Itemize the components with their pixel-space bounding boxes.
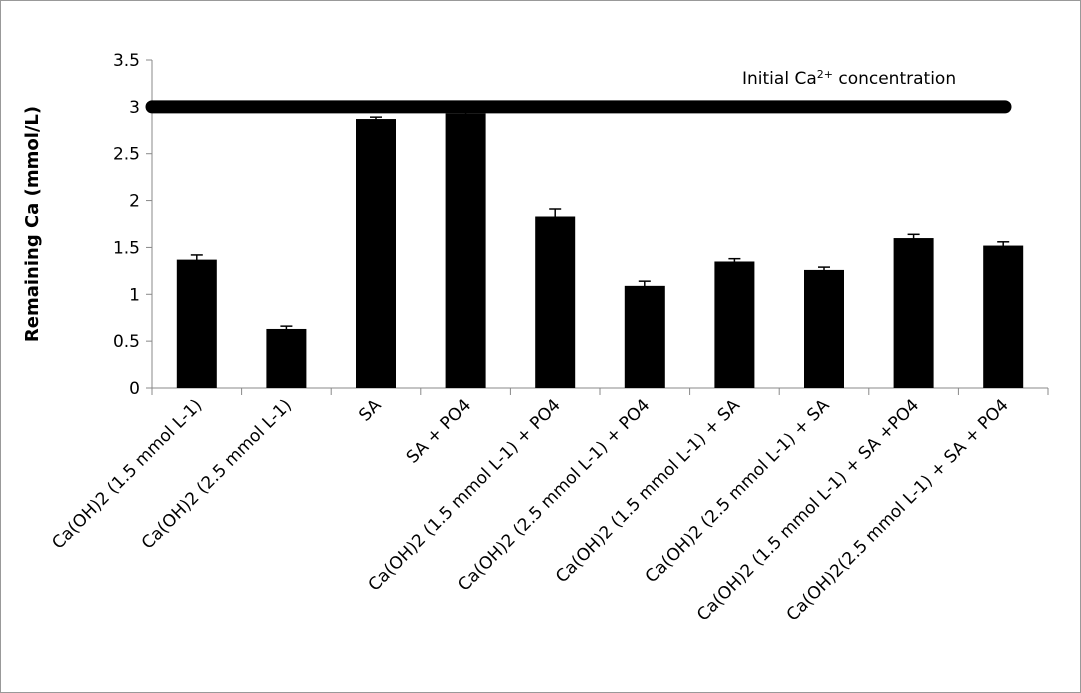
reference-label-part: Initial Ca bbox=[742, 69, 817, 89]
error-bar bbox=[549, 208, 562, 224]
y-tick-label: 1 bbox=[129, 285, 140, 305]
y-tick-label: 0 bbox=[129, 379, 140, 399]
bar bbox=[983, 245, 1024, 388]
error-bar bbox=[280, 325, 293, 332]
y-axis-title: Remaining Ca (mmol/L) bbox=[22, 106, 43, 342]
reference-label-part: 2+ bbox=[817, 67, 833, 80]
error-bar bbox=[370, 116, 382, 121]
y-tick-label: 2 bbox=[129, 192, 140, 212]
bar bbox=[176, 259, 217, 388]
error-bar bbox=[818, 266, 830, 273]
error-bar bbox=[190, 254, 203, 265]
y-tick-label: 1.5 bbox=[113, 238, 140, 258]
error-bar bbox=[638, 280, 651, 291]
reference-label: Initial Ca2+ concentration bbox=[742, 67, 956, 89]
error-bar bbox=[997, 241, 1010, 250]
reference-label-part: concentration bbox=[833, 69, 956, 89]
y-tick-label: 3 bbox=[129, 98, 140, 118]
bar bbox=[535, 216, 576, 388]
bar bbox=[624, 285, 665, 388]
bar bbox=[804, 269, 844, 388]
y-tick-label: 2.5 bbox=[113, 145, 140, 165]
bar bbox=[714, 261, 755, 388]
error-bar bbox=[728, 257, 741, 265]
bar bbox=[356, 119, 396, 388]
bar bbox=[893, 238, 934, 388]
y-tick-label: 3.5 bbox=[113, 51, 140, 71]
y-tick-label: 0.5 bbox=[113, 332, 140, 352]
bar bbox=[266, 328, 307, 388]
error-bar bbox=[907, 233, 920, 242]
bar bbox=[445, 113, 486, 388]
